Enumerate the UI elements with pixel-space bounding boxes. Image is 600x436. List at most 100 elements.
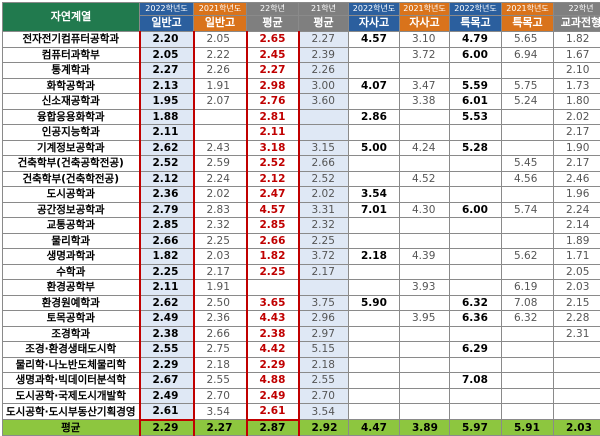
value-cell (450, 404, 502, 420)
value-cell: 2.52 (247, 156, 299, 172)
value-cell: 2.86 (349, 109, 400, 125)
value-cell: 4.39 (400, 249, 450, 265)
value-cell: 2.12 (247, 171, 299, 187)
value-cell (349, 233, 400, 249)
value-cell: 4.43 (247, 311, 299, 327)
value-cell (554, 404, 600, 420)
value-cell: 2.96 (299, 311, 349, 327)
col-year-header: 2022학년도 (450, 3, 502, 16)
value-cell (502, 63, 554, 79)
value-cell: 7.01 (349, 202, 400, 218)
average-value-cell: 2.87 (247, 420, 299, 436)
value-cell (450, 264, 502, 280)
value-cell: 4.57 (247, 202, 299, 218)
value-cell: 5.74 (502, 202, 554, 218)
value-cell: 2.70 (299, 388, 349, 404)
value-cell: 2.85 (247, 218, 299, 234)
value-cell (400, 357, 450, 373)
value-cell: 4.88 (247, 373, 299, 389)
value-cell: 3.65 (247, 295, 299, 311)
value-cell: 7.08 (450, 373, 502, 389)
value-cell (400, 326, 450, 342)
value-cell: 2.22 (194, 47, 247, 63)
value-cell: 2.27 (247, 63, 299, 79)
dept-name-cell: 도시공학·도시부동산기획경영 (3, 404, 140, 420)
value-cell: 2.25 (194, 233, 247, 249)
value-cell (349, 311, 400, 327)
col-year-header: 22학년 (554, 3, 600, 16)
value-cell (349, 171, 400, 187)
value-cell: 6.00 (450, 47, 502, 63)
value-cell: 5.90 (349, 295, 400, 311)
col-type-header: 자사고 (349, 15, 400, 31)
value-cell (400, 295, 450, 311)
dept-name-cell: 건축학부(건축학전공) (3, 171, 140, 187)
value-cell (400, 218, 450, 234)
value-cell (502, 233, 554, 249)
value-cell (502, 125, 554, 141)
value-cell (400, 125, 450, 141)
value-cell: 5.15 (299, 342, 349, 358)
value-cell: 2.49 (140, 388, 194, 404)
value-cell: 2.97 (299, 326, 349, 342)
dept-name-cell: 물리학과 (3, 233, 140, 249)
value-cell: 2.11 (140, 280, 194, 296)
value-cell: 2.25 (140, 264, 194, 280)
value-cell (400, 388, 450, 404)
value-cell (554, 373, 600, 389)
col-year-header: 2022학년도 (349, 3, 400, 16)
value-cell: 2.31 (554, 326, 600, 342)
value-cell: 3.00 (299, 78, 349, 94)
value-cell: 1.95 (140, 94, 194, 110)
value-cell: 3.15 (299, 140, 349, 156)
dept-name-cell: 화학공학과 (3, 78, 140, 94)
value-cell (450, 63, 502, 79)
value-cell: 2.66 (299, 156, 349, 172)
value-cell: 2.27 (299, 32, 349, 48)
value-cell: 2.27 (140, 63, 194, 79)
value-cell: 2.17 (554, 156, 600, 172)
value-cell: 4.24 (400, 140, 450, 156)
value-cell: 2.15 (554, 295, 600, 311)
value-cell: 3.47 (400, 78, 450, 94)
value-cell: 1.82 (554, 32, 600, 48)
dept-name-cell: 기계정보공학과 (3, 140, 140, 156)
dept-name-cell: 조경·환경생태도시학 (3, 342, 140, 358)
value-cell: 1.96 (554, 187, 600, 203)
value-cell: 2.67 (140, 373, 194, 389)
dept-name-cell: 물리학·나노반도체물리학 (3, 357, 140, 373)
value-cell (349, 218, 400, 234)
value-cell: 7.08 (502, 295, 554, 311)
value-cell (349, 326, 400, 342)
value-cell: 5.59 (450, 78, 502, 94)
col-type-header: 일반고 (194, 15, 247, 31)
value-cell: 2.50 (194, 295, 247, 311)
value-cell: 3.31 (299, 202, 349, 218)
value-cell: 6.94 (502, 47, 554, 63)
value-cell: 2.02 (554, 109, 600, 125)
col-type-header: 특목고 (502, 15, 554, 31)
value-cell: 3.54 (194, 404, 247, 420)
col-year-header: 2021학년도 (194, 3, 247, 16)
average-value-cell: 2.92 (299, 420, 349, 436)
value-cell: 2.05 (194, 32, 247, 48)
value-cell: 2.52 (299, 171, 349, 187)
value-cell: 2.62 (140, 295, 194, 311)
value-cell: 2.55 (299, 373, 349, 389)
value-cell: 2.59 (194, 156, 247, 172)
value-cell: 2.38 (247, 326, 299, 342)
value-cell: 1.89 (554, 233, 600, 249)
value-cell: 6.36 (450, 311, 502, 327)
value-cell: 3.72 (400, 47, 450, 63)
dept-name-cell: 토목공학과 (3, 311, 140, 327)
value-cell (554, 357, 600, 373)
value-cell: 2.43 (194, 140, 247, 156)
col-type-header: 일반고 (140, 15, 194, 31)
value-cell: 2.17 (554, 125, 600, 141)
